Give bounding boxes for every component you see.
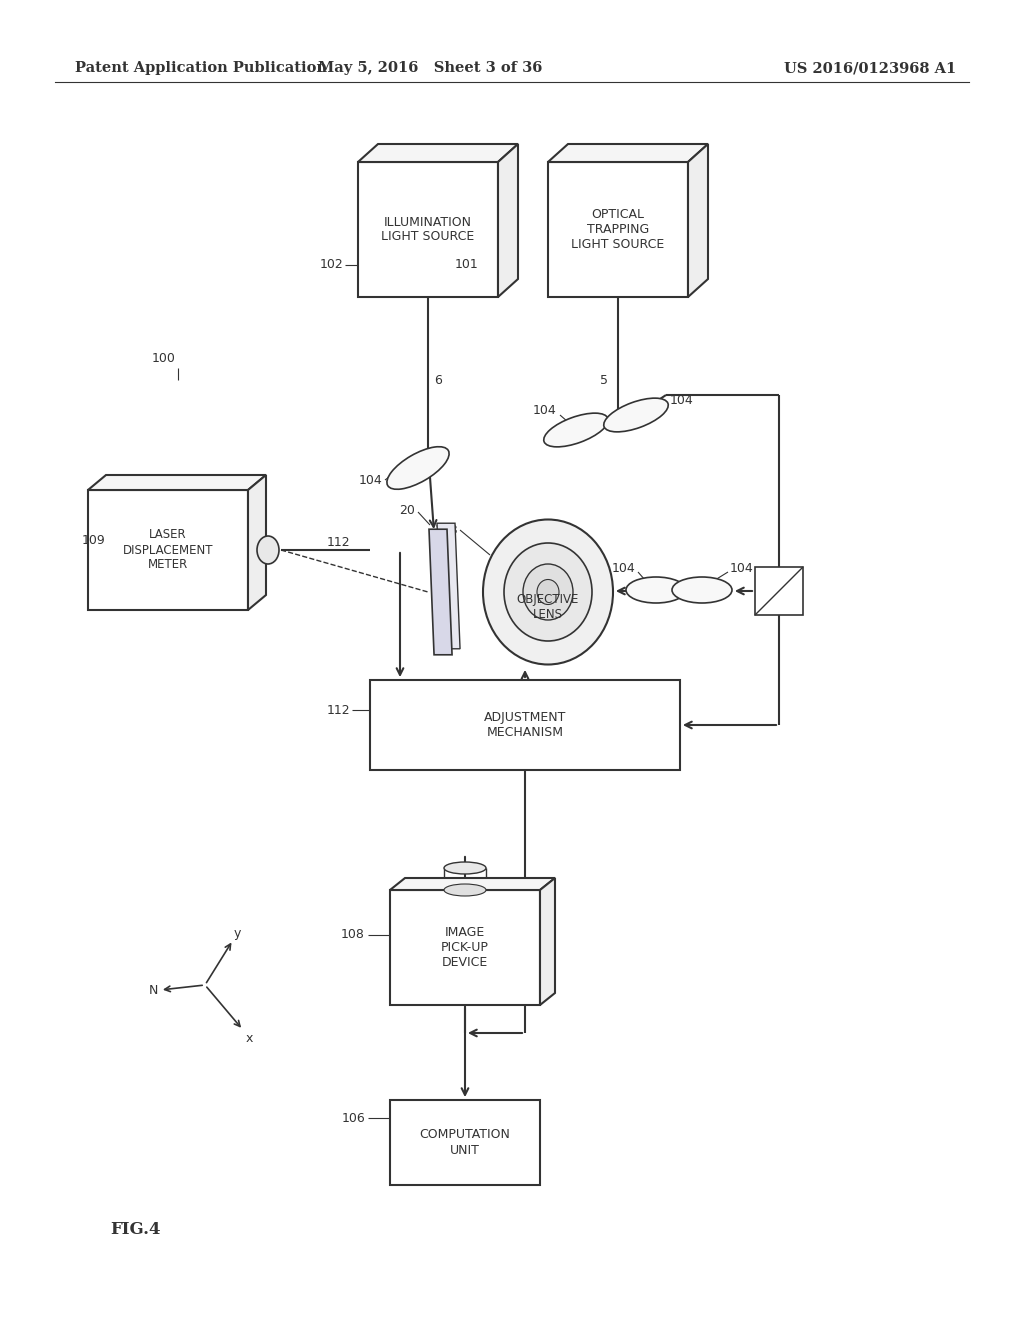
Ellipse shape (523, 564, 573, 620)
Polygon shape (688, 144, 708, 297)
Ellipse shape (444, 862, 486, 874)
Ellipse shape (444, 884, 486, 896)
Text: 104: 104 (730, 561, 754, 574)
Ellipse shape (257, 536, 279, 564)
Text: N: N (148, 983, 158, 997)
Text: 101: 101 (455, 259, 479, 272)
Ellipse shape (672, 577, 732, 603)
Polygon shape (390, 890, 540, 1005)
Text: 112: 112 (327, 704, 350, 717)
Text: Patent Application Publication: Patent Application Publication (75, 61, 327, 75)
Text: 6: 6 (434, 374, 442, 387)
Bar (390, 1100, 540, 1185)
Text: OBJECTIVE
LENS: OBJECTIVE LENS (517, 593, 580, 620)
Text: 106: 106 (341, 1111, 365, 1125)
Text: 104: 104 (532, 404, 556, 417)
Ellipse shape (537, 579, 559, 605)
Text: 100: 100 (152, 351, 176, 364)
Ellipse shape (626, 577, 686, 603)
Polygon shape (358, 144, 518, 162)
Text: May 5, 2016   Sheet 3 of 36: May 5, 2016 Sheet 3 of 36 (317, 61, 542, 75)
Polygon shape (88, 490, 248, 610)
Polygon shape (358, 162, 498, 297)
Polygon shape (498, 144, 518, 297)
Text: 104: 104 (611, 561, 635, 574)
Ellipse shape (504, 543, 592, 642)
Text: US 2016/0123968 A1: US 2016/0123968 A1 (784, 61, 956, 75)
Polygon shape (390, 878, 555, 890)
Bar (370, 680, 680, 770)
Polygon shape (548, 162, 688, 297)
Text: 112: 112 (327, 536, 350, 549)
Text: 102: 102 (319, 259, 344, 272)
Text: IMAGE
PICK-UP
DEVICE: IMAGE PICK-UP DEVICE (441, 927, 488, 969)
Text: 109: 109 (82, 533, 105, 546)
Polygon shape (437, 523, 460, 649)
Ellipse shape (604, 399, 669, 432)
Ellipse shape (387, 446, 450, 490)
Text: FIG.4: FIG.4 (110, 1221, 161, 1238)
Text: y: y (233, 927, 241, 940)
Text: 104: 104 (358, 474, 382, 487)
Polygon shape (88, 475, 266, 490)
Text: OPTICAL
TRAPPING
LIGHT SOURCE: OPTICAL TRAPPING LIGHT SOURCE (571, 209, 665, 251)
Text: ADJUSTMENT
MECHANISM: ADJUSTMENT MECHANISM (483, 711, 566, 739)
Text: 108: 108 (341, 928, 365, 941)
Text: 104: 104 (670, 393, 693, 407)
Ellipse shape (483, 520, 613, 664)
Text: ILLUMINATION
LIGHT SOURCE: ILLUMINATION LIGHT SOURCE (381, 215, 475, 243)
Polygon shape (429, 529, 452, 655)
Polygon shape (548, 144, 708, 162)
Polygon shape (248, 475, 266, 610)
Text: COMPUTATION
UNIT: COMPUTATION UNIT (420, 1129, 510, 1156)
Text: 5: 5 (600, 374, 608, 387)
Text: LASER
DISPLACEMENT
METER: LASER DISPLACEMENT METER (123, 528, 213, 572)
Bar (755, 568, 803, 615)
Polygon shape (540, 878, 555, 1005)
Ellipse shape (544, 413, 608, 447)
Text: 20: 20 (399, 503, 415, 516)
Text: 103: 103 (434, 524, 458, 536)
Text: x: x (246, 1032, 253, 1045)
